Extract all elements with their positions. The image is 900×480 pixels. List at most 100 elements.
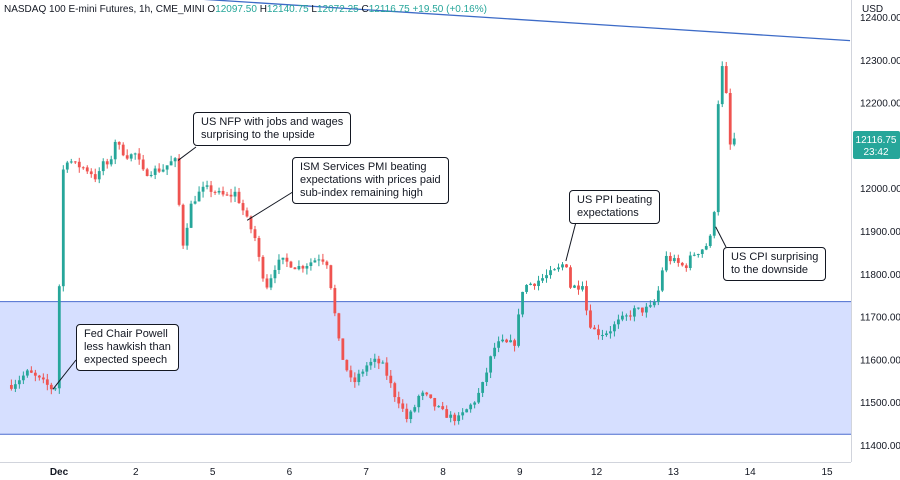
candle xyxy=(437,405,441,408)
close-value: 12116.75 xyxy=(368,4,410,15)
annotation-ism[interactable]: ISM Services PMI beating expectations wi… xyxy=(292,157,449,204)
candle-body xyxy=(141,159,145,170)
candle xyxy=(185,223,189,250)
candle-body xyxy=(81,167,85,169)
candle-body xyxy=(565,264,568,268)
candle-body xyxy=(329,265,333,289)
annotation-line: US CPI surprising xyxy=(731,251,819,263)
candle-body xyxy=(700,249,704,255)
candle xyxy=(225,191,229,196)
candle xyxy=(121,142,125,157)
candle xyxy=(417,394,421,413)
candle-body xyxy=(457,415,461,422)
candle xyxy=(17,375,21,389)
candle xyxy=(581,281,584,292)
candle-body xyxy=(37,375,41,378)
candle-body xyxy=(237,191,241,204)
candle xyxy=(349,365,353,383)
candle-body xyxy=(65,162,69,170)
candle xyxy=(441,401,445,411)
candle xyxy=(289,260,293,268)
candle xyxy=(97,167,101,184)
candle xyxy=(257,235,261,262)
price-tick-label: 11400.00 xyxy=(860,441,900,452)
candle-body xyxy=(145,169,149,176)
candle xyxy=(29,366,33,374)
time-tick-label: 8 xyxy=(440,467,446,478)
annotation-ppi[interactable]: US PPI beating expectations xyxy=(569,190,661,224)
price-tick-label: 12400.00 xyxy=(860,13,900,24)
candle xyxy=(181,203,185,249)
candle-body xyxy=(445,409,449,418)
candle xyxy=(49,382,53,395)
candle-body xyxy=(289,261,293,268)
candle-body xyxy=(325,261,329,266)
candle xyxy=(85,165,89,174)
candle-body xyxy=(121,144,125,156)
candle-body xyxy=(269,278,273,288)
candle-body xyxy=(597,329,600,336)
price-axis[interactable]: 12400.0012300.0012200.0012100.0012000.00… xyxy=(860,13,900,452)
high-value: 12140.75 xyxy=(266,4,309,15)
candle-body xyxy=(257,238,261,257)
candle-body xyxy=(684,265,688,268)
candle xyxy=(77,157,81,173)
candle-body xyxy=(265,278,269,288)
price-tick-label: 12300.00 xyxy=(860,56,900,67)
candle xyxy=(401,399,405,412)
candle-body xyxy=(285,257,289,262)
annotation-cpi[interactable]: US CPI surprising to the downside xyxy=(723,247,827,281)
candle xyxy=(377,355,381,370)
candle xyxy=(628,310,632,321)
annotation-fed[interactable]: Fed Chair Powell less hawkish than expec… xyxy=(76,324,179,371)
candle-body xyxy=(529,283,532,285)
candle-body xyxy=(668,255,672,262)
candle xyxy=(692,252,696,257)
candle xyxy=(233,186,237,203)
annotation-line: sub-index remaining high xyxy=(300,187,423,199)
candle xyxy=(213,190,217,195)
callout-pointers xyxy=(52,146,727,390)
candle xyxy=(285,253,289,268)
time-tick-label: 12 xyxy=(591,467,603,478)
candle xyxy=(573,284,576,289)
candle-body xyxy=(461,412,465,416)
candle-body xyxy=(273,269,277,279)
symbol-legend[interactable]: NASDAQ 100 E-mini Futures, 1h, CME_MINI … xyxy=(4,4,487,15)
time-axis[interactable]: Dec 2 5 6 7 8 9 12 13 14 15 xyxy=(50,467,833,478)
candle-body xyxy=(181,204,185,246)
candle xyxy=(485,367,489,386)
low-label: L xyxy=(311,4,317,15)
candle-body xyxy=(373,358,377,362)
candle-body xyxy=(617,319,620,325)
candle-body xyxy=(261,256,265,279)
candle xyxy=(553,268,556,271)
candle-body xyxy=(333,288,337,314)
candle xyxy=(561,262,564,271)
candle-body xyxy=(381,362,385,364)
candle xyxy=(145,167,149,177)
candle-body xyxy=(361,371,365,374)
candle xyxy=(609,326,612,339)
candle xyxy=(337,312,341,341)
candle xyxy=(269,274,273,291)
candle xyxy=(125,149,129,160)
candle xyxy=(217,187,221,195)
candle-body xyxy=(29,370,33,373)
candle xyxy=(157,163,161,174)
candle xyxy=(465,408,469,413)
annotation-nfp[interactable]: US NFP with jobs and wages surprising to… xyxy=(193,112,352,146)
candle-body xyxy=(433,398,437,407)
candle xyxy=(345,359,349,372)
candle xyxy=(253,225,257,242)
candle-body xyxy=(401,403,405,409)
candle-body xyxy=(213,191,217,193)
callout-pointer xyxy=(52,359,77,390)
candle xyxy=(652,299,656,308)
candle-body xyxy=(321,259,325,262)
candle-body xyxy=(465,409,469,413)
price-tick-label: 12000.00 xyxy=(860,184,900,195)
candle xyxy=(565,263,568,268)
candle xyxy=(381,360,385,364)
